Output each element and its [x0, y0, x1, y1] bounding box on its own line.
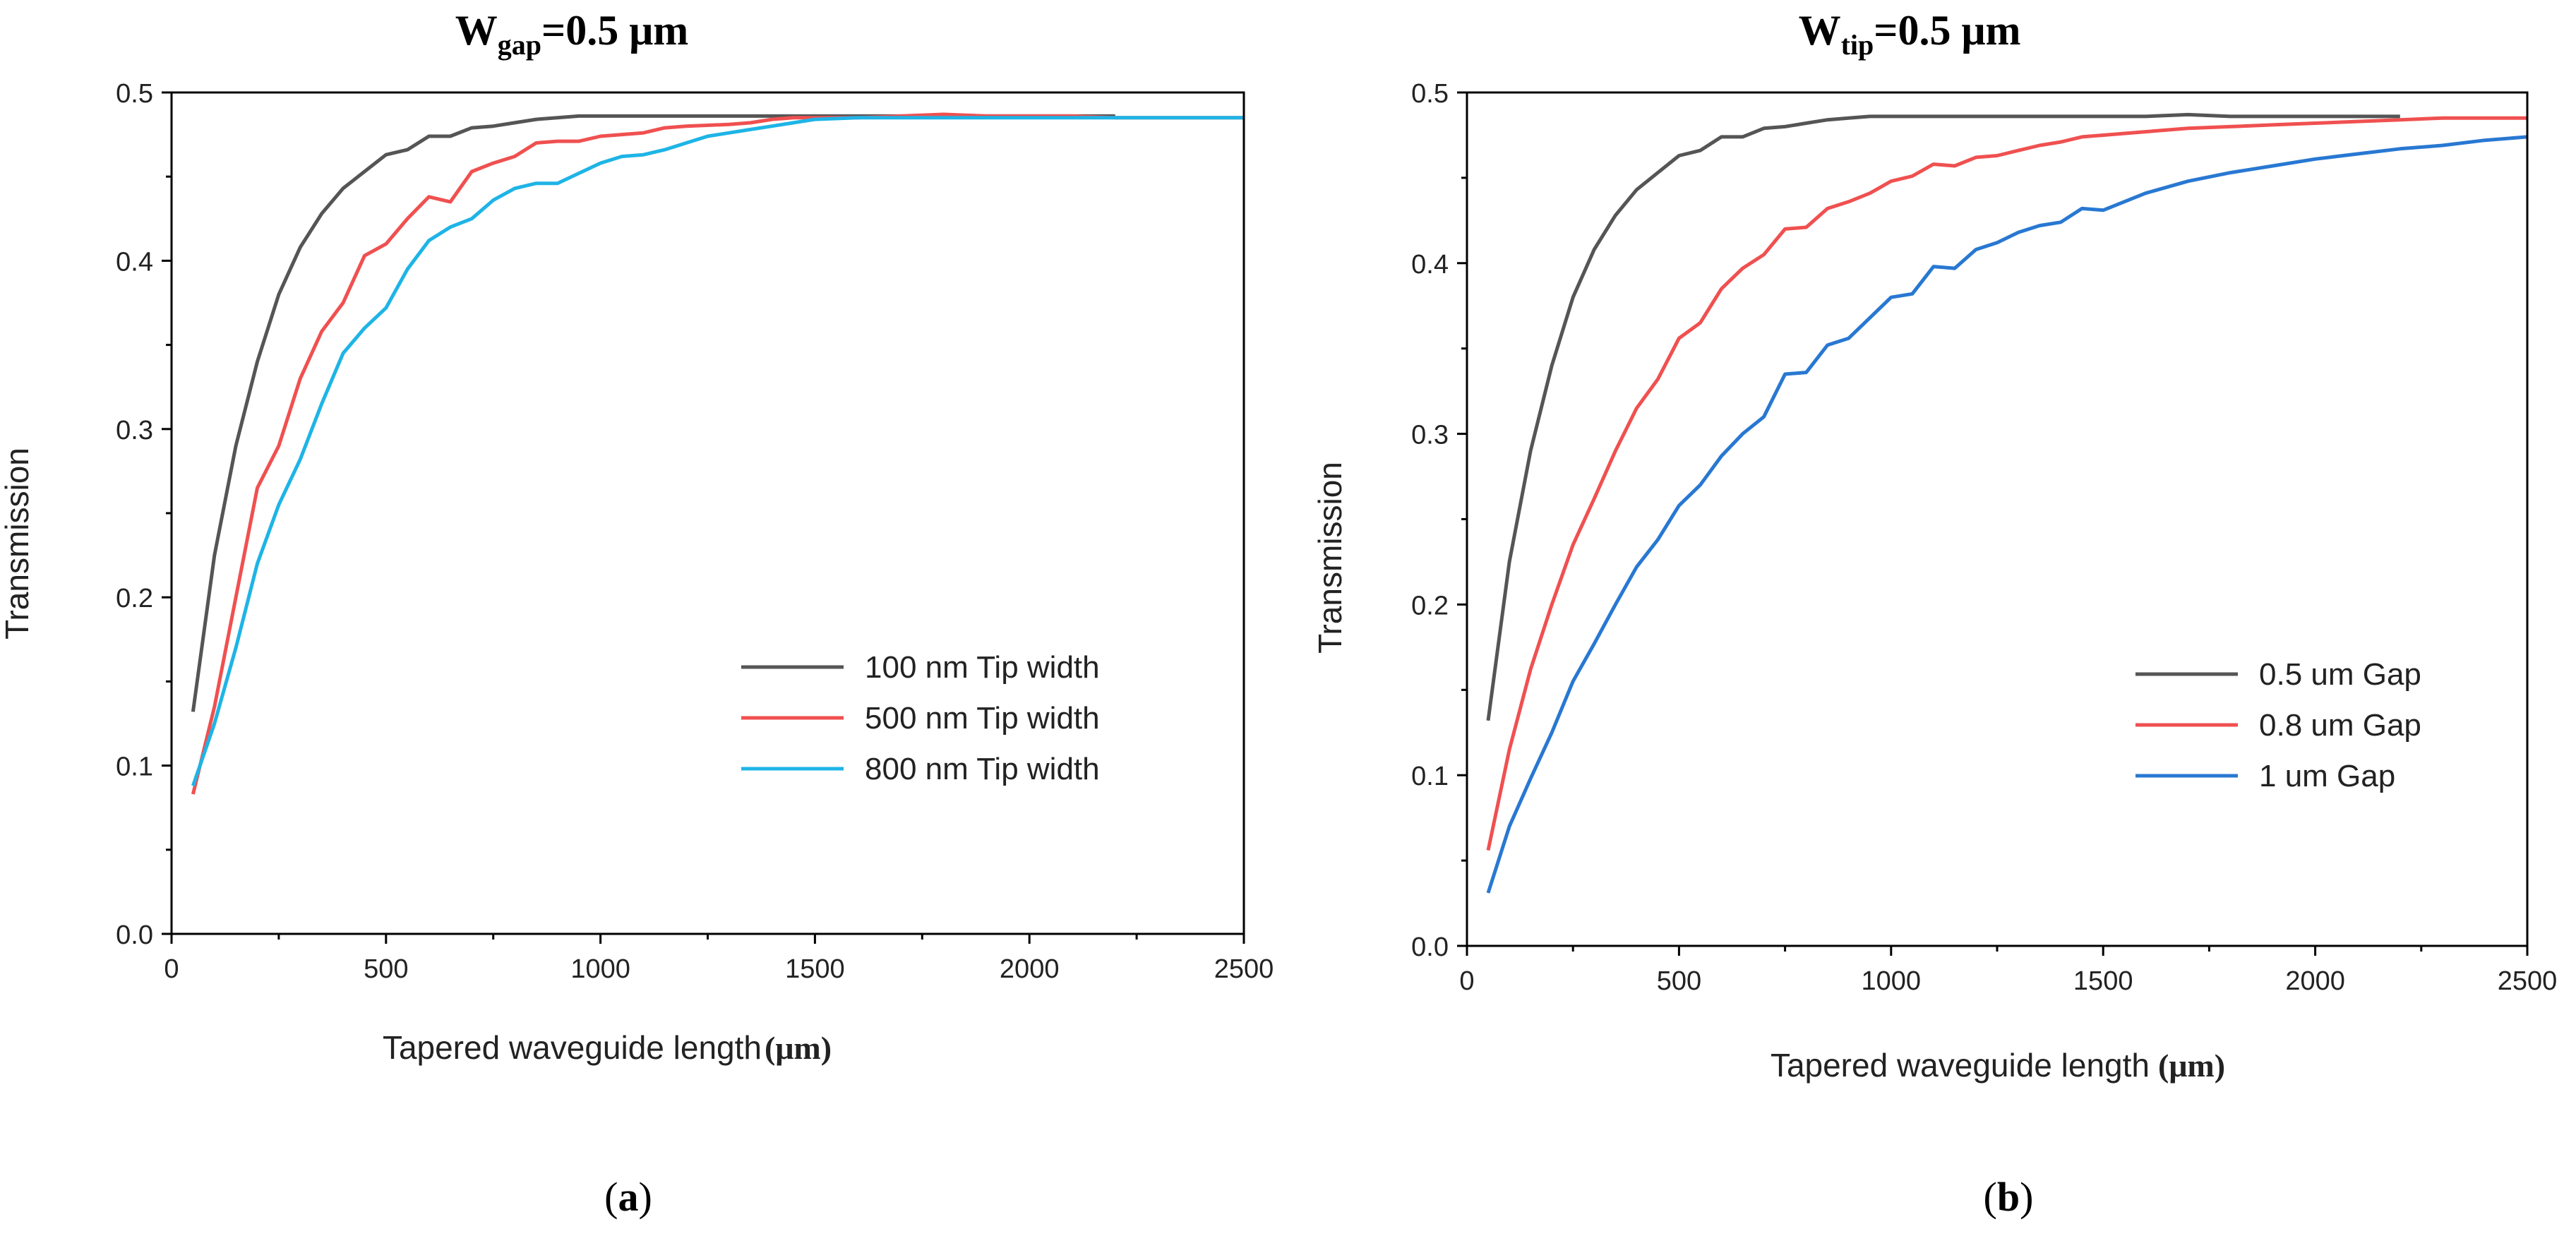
legend-label: 800 nm Tip width: [865, 752, 1100, 786]
title-main: W: [455, 7, 498, 54]
title-rest: =0.5 μm: [541, 7, 688, 54]
series-line-3: [191, 116, 1244, 787]
y-tick-label: 0.1: [1411, 762, 1449, 791]
plot-frame: [1466, 91, 2529, 947]
x-tick-label: 1000: [1862, 966, 1922, 996]
x-axis-label-text: Tapered waveguide length: [383, 1029, 762, 1066]
y-axis-label: Transmission: [0, 448, 35, 640]
y-tick-label: 0.4: [116, 247, 153, 277]
legend: 0.5 um Gap 0.8 um Gap 1 um Gap: [2135, 657, 2421, 793]
y-tick-label: 0.4: [1411, 250, 1449, 280]
panel-a-plot-area: 0 500 1000 1500 2000 2500 0.0 0.1 0.2 0.3 0.4 0.5 10…: [116, 79, 1274, 984]
series-line-1: [1486, 112, 2400, 721]
legend-label: 0.5 um Gap: [2259, 657, 2421, 692]
y-tick-label: 0.3: [1411, 421, 1449, 450]
legend: 100 nm Tip width 500 nm Tip width 800 nm T…: [741, 650, 1100, 786]
series-line-1: [191, 114, 1115, 712]
x-tick-label: 2500: [1214, 954, 1274, 984]
panel-b-title: Wtip=0.5 μm: [1799, 7, 2021, 61]
title-sub: gap: [498, 29, 541, 61]
x-tick-label: 500: [1657, 966, 1701, 996]
legend-label: 100 nm Tip width: [865, 650, 1100, 685]
title-sub: tip: [1841, 29, 1874, 61]
series-line-2: [191, 112, 1244, 795]
x-tick-label: 1000: [570, 954, 630, 984]
panel-a: Wgap=0.5 μm 0 500 1000 1500 2000 2500 0.0 0.1 0.…: [0, 7, 1274, 1220]
title-rest: =0.5 μm: [1874, 7, 2020, 54]
panel-b-label: (b): [1984, 1174, 2034, 1220]
panel-a-title: Wgap=0.5 μm: [455, 7, 688, 61]
x-axis-label-text: Tapered waveguide length: [1771, 1047, 2150, 1084]
series-line-2: [1486, 116, 2527, 851]
series-line-3: [1486, 135, 2528, 894]
x-axis-unit: (μm): [2158, 1048, 2225, 1084]
x-tick-label: 2000: [2285, 966, 2345, 996]
y-tick-label: 0.0: [116, 920, 153, 950]
legend-label: 0.8 um Gap: [2259, 708, 2421, 743]
x-axis-label: Tapered waveguide length(μm): [383, 1029, 832, 1066]
plot-frame: [170, 91, 1245, 935]
panel-b: Wtip=0.5 μm 0 500 1000 1500 2000 2500 0.0 0.1 0.…: [1312, 7, 2557, 1220]
legend-label: 500 nm Tip width: [865, 701, 1100, 736]
panel-a-label: (a): [604, 1174, 652, 1220]
title-main: W: [1799, 7, 1841, 54]
x-axis-label: Tapered waveguide length(μm): [1771, 1047, 2225, 1084]
x-axis-unit: (μm): [765, 1030, 832, 1066]
y-tick-label: 0.2: [1411, 591, 1449, 620]
y-tick-label: 0.2: [116, 584, 153, 613]
y-axis-label: Transmission: [1312, 462, 1348, 654]
y-tick-label: 0.3: [116, 416, 153, 445]
x-tick-label: 1500: [2073, 966, 2133, 996]
x-tick-label: 0: [1459, 966, 1474, 996]
y-tick-label: 0.5: [1411, 79, 1449, 109]
x-tick-label: 1500: [785, 954, 845, 984]
x-tick-label: 0: [164, 954, 179, 984]
x-tick-label: 2500: [2498, 966, 2558, 996]
legend-label: 1 um Gap: [2259, 759, 2395, 793]
y-tick-label: 0.1: [116, 752, 153, 782]
x-tick-label: 500: [364, 954, 408, 984]
x-tick-label: 2000: [1000, 954, 1060, 984]
y-tick-label: 0.5: [116, 79, 153, 109]
y-tick-label: 0.0: [1411, 932, 1449, 962]
panel-b-plot-area: 0 500 1000 1500 2000 2500 0.0 0.1 0.2 0.3 0.4 0.5 0.…: [1411, 79, 2557, 996]
